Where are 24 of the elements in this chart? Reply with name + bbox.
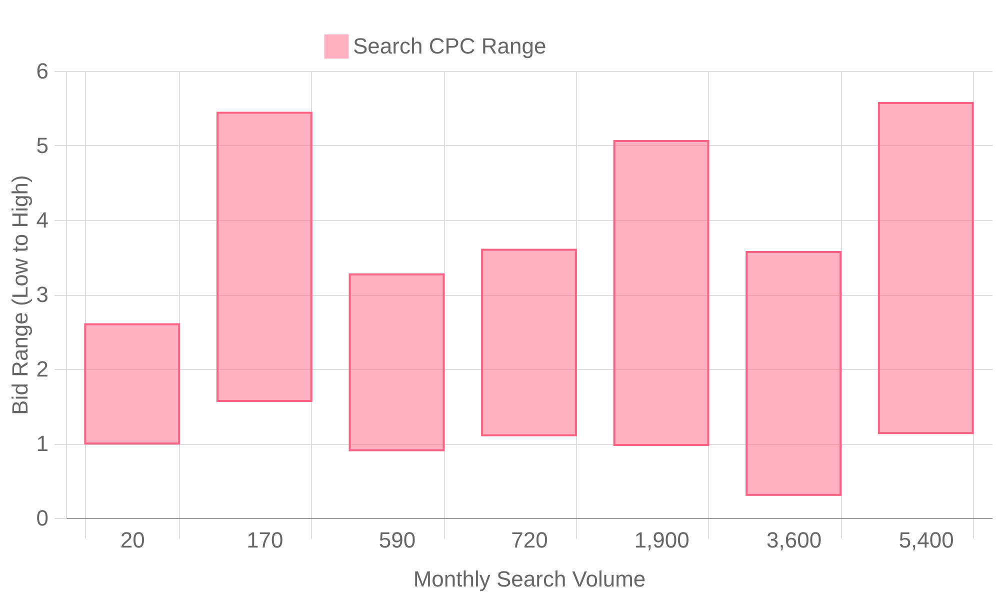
x-tick-label: 170 [246, 528, 284, 552]
x-tick-label: 1,900 [634, 528, 690, 552]
bar [348, 273, 445, 452]
bar [878, 102, 974, 434]
bar [84, 323, 180, 444]
y-tick-label: 1 [36, 431, 48, 456]
y-tick-label: 5 [36, 133, 48, 158]
bar [746, 251, 842, 496]
y-tick-label: 6 [36, 58, 48, 84]
legend-label: Search CPC Range [353, 34, 546, 58]
x-axis-title: Monthly Search Volume [413, 566, 646, 592]
bar [216, 112, 312, 402]
bar [481, 248, 577, 436]
x-tick-label: 3,600 [766, 528, 822, 552]
y-tick-label: 3 [36, 282, 48, 307]
y-tick-label: 2 [36, 356, 48, 382]
x-tick-label: 20 [120, 528, 145, 552]
y-tick-label: 4 [36, 208, 48, 232]
bar [613, 140, 710, 446]
x-tick-label: 5,400 [898, 528, 954, 552]
y-tick-label: 0 [36, 506, 48, 530]
x-tick-label: 720 [511, 528, 548, 552]
x-tick-label: 590 [378, 528, 416, 552]
y-axis-title: Bid Range (Low to High) [7, 175, 32, 415]
